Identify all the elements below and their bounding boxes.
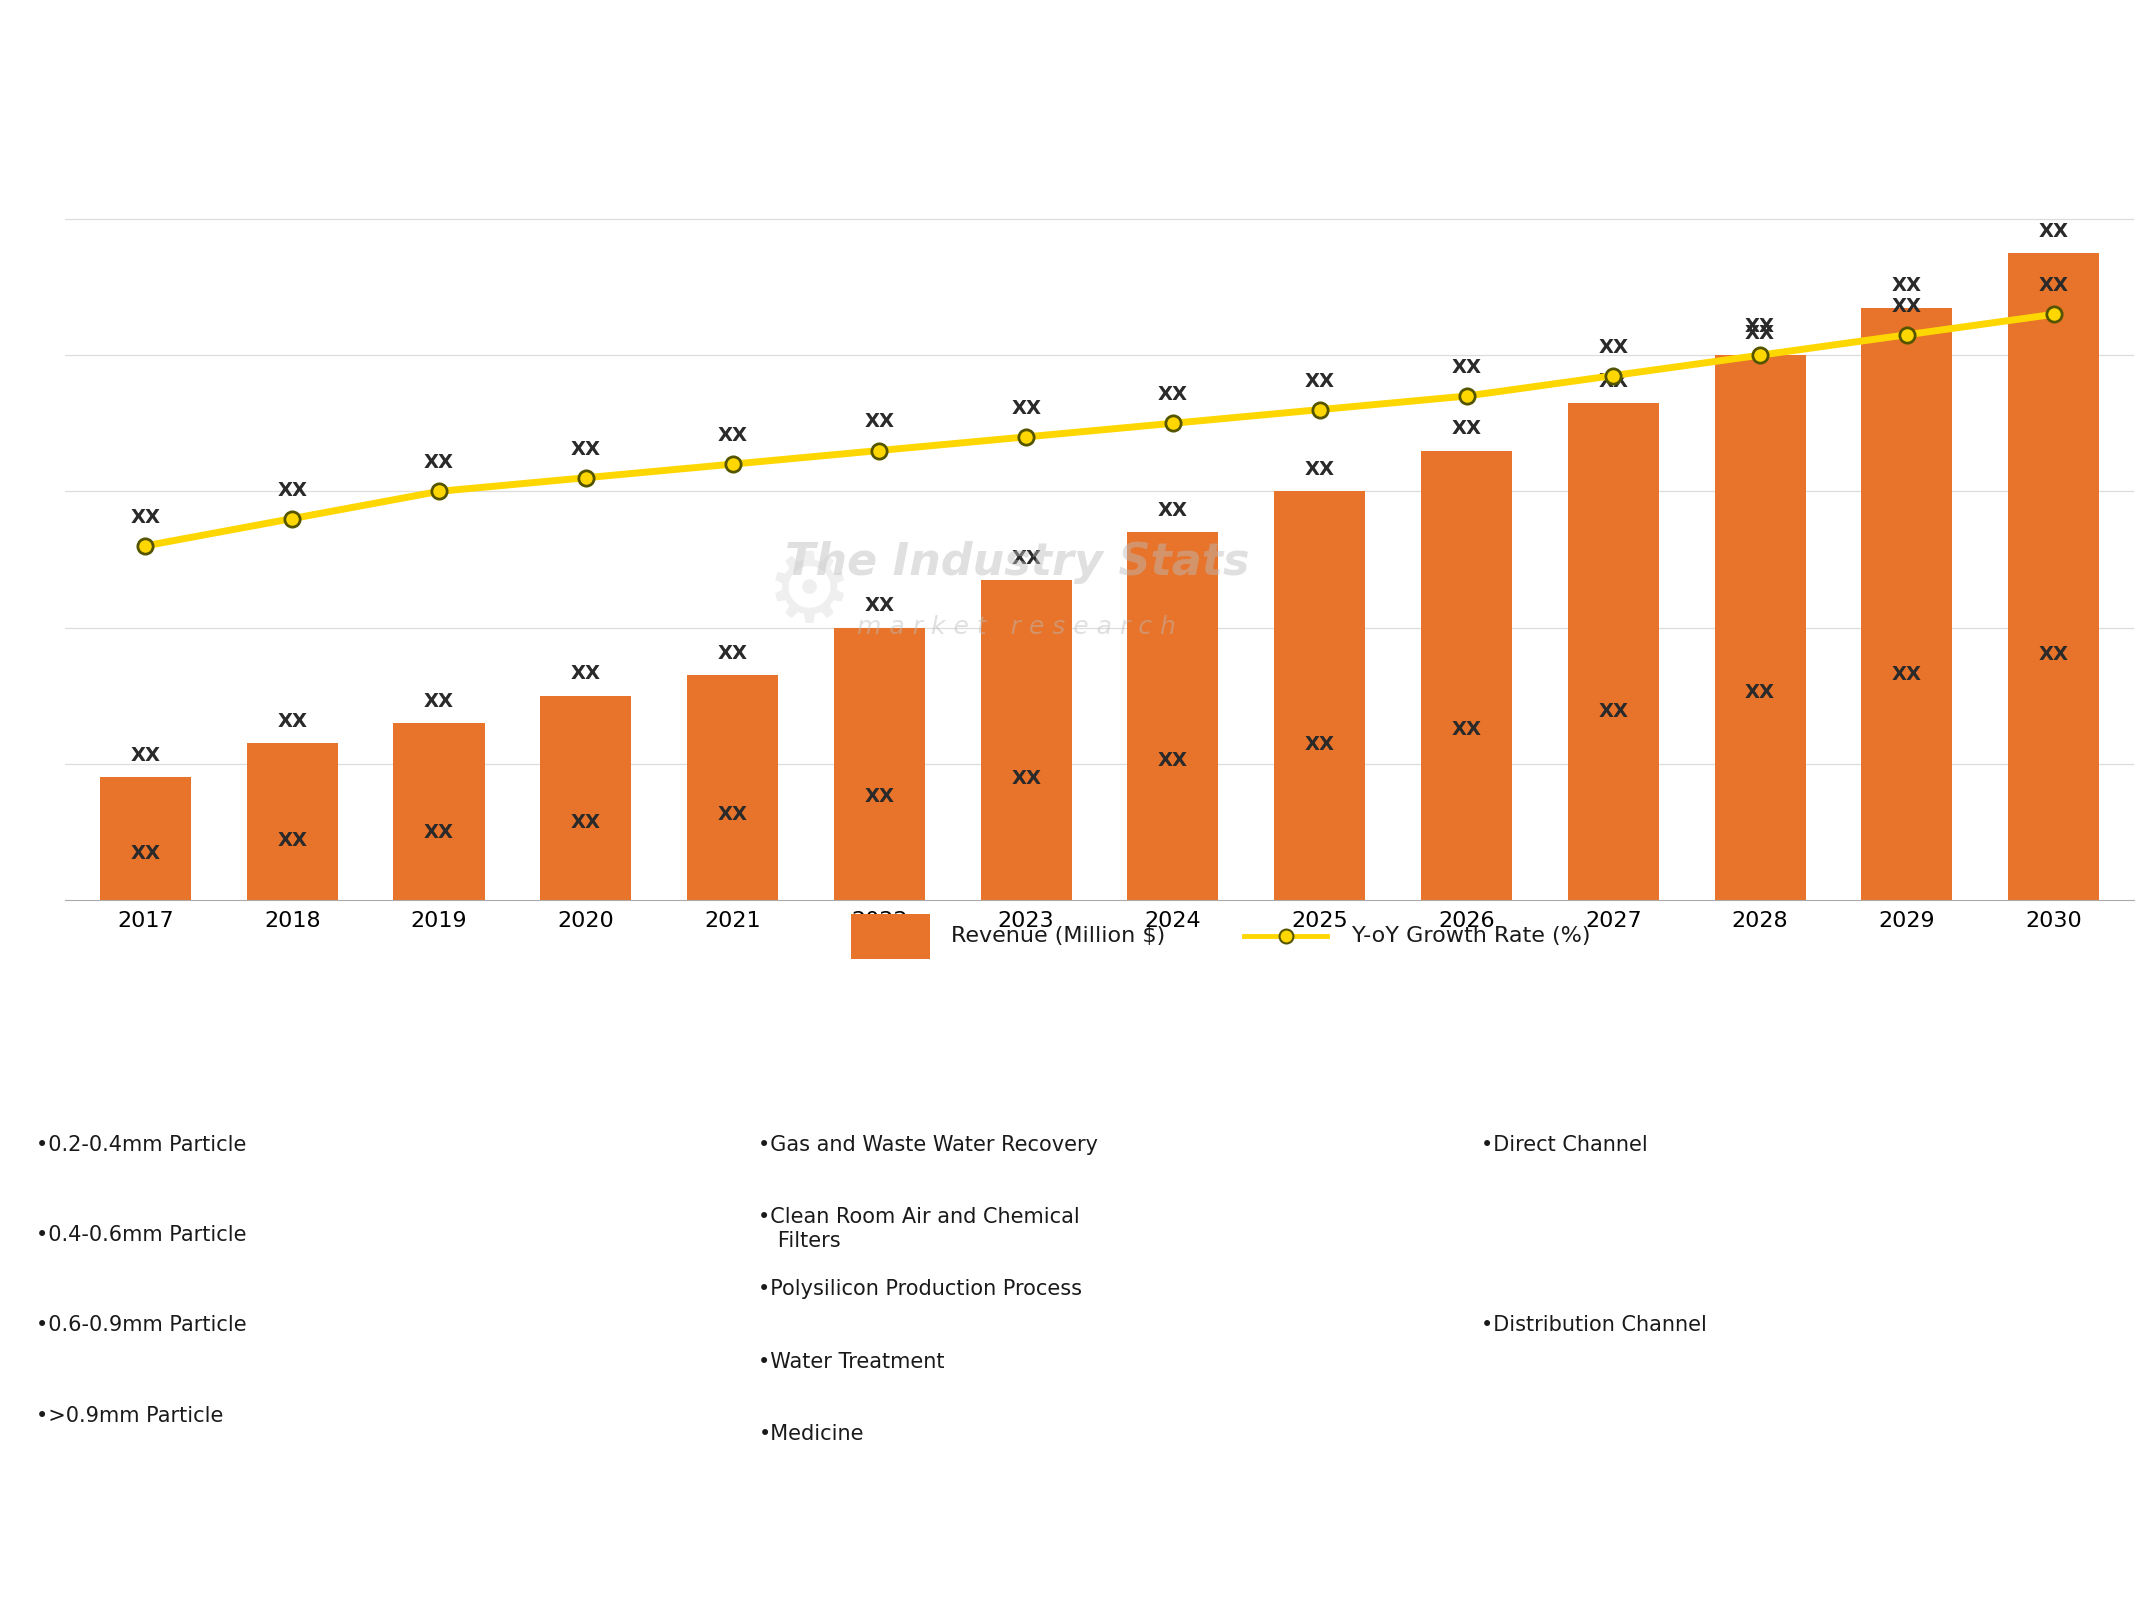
Text: XX: XX [571,813,602,832]
Text: •0.2-0.4mm Particle: •0.2-0.4mm Particle [34,1135,246,1155]
Text: •Polysilicon Production Process: •Polysilicon Production Process [759,1279,1082,1300]
Text: •>0.9mm Particle: •>0.9mm Particle [34,1406,222,1425]
Bar [1274,492,1365,900]
Text: XX: XX [865,596,895,615]
Bar [395,723,485,900]
Bar [99,778,192,900]
Bar [1128,532,1218,900]
Text: XX: XX [425,453,455,472]
Bar [246,744,338,900]
Text: XX: XX [1304,734,1335,754]
Text: The Industry Stats: The Industry Stats [785,542,1248,583]
Text: •0.4-0.6mm Particle: •0.4-0.6mm Particle [34,1226,246,1245]
Text: Revenue (Million $): Revenue (Million $) [951,926,1164,947]
Text: XX: XX [1304,460,1335,479]
Text: Source: Theindustrystats Analysis: Source: Theindustrystats Analysis [26,1556,401,1573]
Text: XX: XX [1158,750,1188,770]
Text: XX: XX [425,691,455,710]
Text: •0.6-0.9mm Particle: •0.6-0.9mm Particle [34,1316,246,1335]
Text: XX: XX [129,508,160,527]
Text: •Gas and Waste Water Recovery: •Gas and Waste Water Recovery [759,1135,1097,1155]
Text: XX: XX [278,480,306,500]
Text: XX: XX [1598,371,1628,391]
Text: XX: XX [571,664,602,683]
Text: XX: XX [1598,337,1628,357]
Text: ⚙: ⚙ [765,548,854,641]
Text: XX: XX [718,805,748,824]
Text: XX: XX [1451,419,1481,439]
Text: XX: XX [1893,665,1921,685]
Bar [1421,450,1511,900]
Text: XX: XX [1451,720,1481,739]
Text: XX: XX [1893,276,1921,296]
Bar [834,628,925,900]
Text: XX: XX [865,413,895,431]
Bar [541,696,632,900]
Text: XX: XX [1451,358,1481,378]
Text: Email: sales@theindustrystats.com: Email: sales@theindustrystats.com [886,1556,1270,1573]
Bar [688,675,778,900]
Text: XX: XX [1893,297,1921,315]
Text: XX: XX [1304,371,1335,391]
Text: Fig. Global Spherical Activated Carbon Market Status and Outlook: Fig. Global Spherical Activated Carbon M… [28,35,1031,64]
Bar [981,580,1072,900]
Text: XX: XX [1744,317,1774,336]
Text: XX: XX [278,712,306,731]
Text: XX: XX [129,746,160,765]
Text: XX: XX [1011,399,1041,418]
Text: XX: XX [1744,683,1774,702]
Text: XX: XX [1011,548,1041,567]
Text: XX: XX [571,440,602,458]
Text: Product Types: Product Types [267,1028,442,1051]
Bar [1567,403,1658,900]
Text: XX: XX [425,823,455,842]
Text: •Distribution Channel: •Distribution Channel [1481,1316,1708,1335]
Text: Application: Application [1009,1028,1147,1051]
Text: XX: XX [1744,325,1774,342]
Text: •Direct Channel: •Direct Channel [1481,1135,1647,1155]
Text: •Water Treatment: •Water Treatment [759,1351,944,1371]
Text: XX: XX [2040,644,2070,664]
Text: Sales Channels: Sales Channels [1705,1028,1895,1051]
Text: XX: XX [2040,276,2070,296]
Bar [852,914,929,959]
Bar [2007,252,2100,900]
Text: XX: XX [278,831,306,850]
Text: XX: XX [1598,702,1628,720]
Text: XX: XX [1158,501,1188,521]
Bar [1861,307,1953,900]
Text: Website: www.theindustrystats.com: Website: www.theindustrystats.com [1731,1556,2130,1573]
Text: •Medicine: •Medicine [759,1424,865,1443]
Text: XX: XX [129,844,160,863]
Text: Y-oY Growth Rate (%): Y-oY Growth Rate (%) [1352,926,1591,947]
Text: XX: XX [1011,768,1041,787]
Bar [1714,355,1805,900]
Text: XX: XX [718,644,748,664]
Text: XX: XX [865,787,895,807]
Text: m a r k e t   r e s e a r c h: m a r k e t r e s e a r c h [858,615,1177,638]
Text: •Clean Room Air and Chemical
   Filters: •Clean Room Air and Chemical Filters [759,1207,1080,1250]
Text: XX: XX [718,426,748,445]
Text: XX: XX [1158,386,1188,405]
Text: XX: XX [2040,222,2070,241]
